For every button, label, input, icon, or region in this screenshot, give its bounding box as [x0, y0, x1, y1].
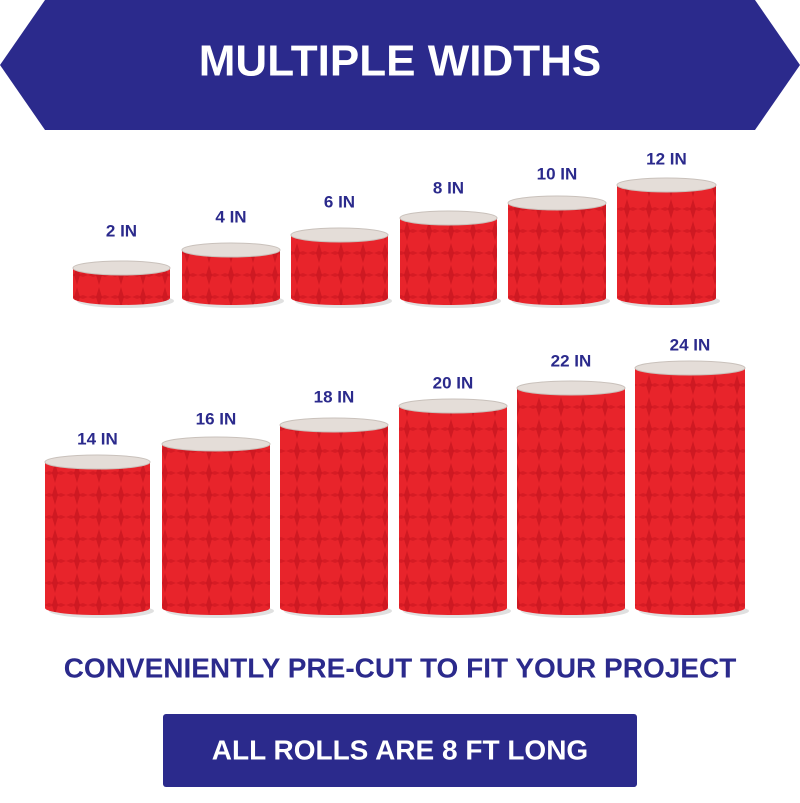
title-banner: [0, 0, 800, 130]
roll: 6 IN: [290, 192, 392, 308]
roll-label: 18 IN: [314, 387, 355, 406]
roll: 10 IN: [507, 164, 610, 308]
roll-label: 24 IN: [670, 335, 711, 354]
roll-label: 4 IN: [215, 207, 246, 226]
roll-top: [398, 398, 508, 414]
roll: 8 IN: [399, 178, 501, 308]
roll-top: [399, 210, 498, 226]
roll-body: [508, 203, 606, 305]
roll-body: [73, 268, 170, 305]
roll: 4 IN: [181, 207, 284, 308]
roll-body: [291, 235, 388, 305]
roll-top: [161, 436, 271, 452]
roll-body: [617, 185, 716, 305]
roll-body: [182, 250, 280, 305]
roll-top: [507, 195, 607, 211]
roll: 24 IN: [634, 335, 749, 618]
roll-body: [45, 462, 150, 615]
roll-label: 6 IN: [324, 192, 355, 211]
roll-body: [517, 388, 625, 615]
roll-label: 10 IN: [537, 164, 578, 183]
footer-box: [163, 714, 637, 787]
roll: 14 IN: [44, 429, 154, 618]
roll-top: [616, 177, 717, 193]
roll-top: [44, 454, 151, 470]
rolls: 2 IN 4 IN 6 IN 8 IN 10 IN 12 IN 14 IN 16 IN 18 I…: [44, 149, 749, 618]
roll: 22 IN: [516, 351, 629, 618]
roll-label: 2 IN: [106, 221, 137, 240]
roll-top: [279, 417, 389, 433]
roll: 12 IN: [616, 149, 720, 308]
roll: 16 IN: [161, 409, 274, 618]
roll-body: [400, 218, 497, 305]
roll-label: 20 IN: [433, 373, 474, 392]
tagline: CONVENIENTLY PRE-CUT TO FIT YOUR PROJECT: [64, 652, 737, 683]
footer: ALL ROLLS ARE 8 FT LONG: [212, 734, 588, 765]
roll-label: 16 IN: [196, 409, 237, 428]
roll-body: [635, 368, 745, 615]
roll-label: 8 IN: [433, 178, 464, 197]
roll-label: 12 IN: [646, 149, 687, 168]
roll-top: [634, 360, 746, 376]
roll-top: [181, 242, 281, 258]
roll-label: 14 IN: [77, 429, 118, 448]
roll-top: [72, 260, 171, 276]
roll: 20 IN: [398, 373, 511, 618]
roll-body: [162, 444, 270, 615]
roll-top: [516, 380, 626, 396]
roll-label: 22 IN: [551, 351, 592, 370]
roll-body: [399, 406, 507, 615]
title: MULTIPLE WIDTHS: [199, 37, 601, 86]
roll: 2 IN: [72, 221, 174, 308]
roll-body: [280, 425, 388, 615]
roll: 18 IN: [279, 387, 392, 618]
roll-top: [290, 227, 389, 243]
